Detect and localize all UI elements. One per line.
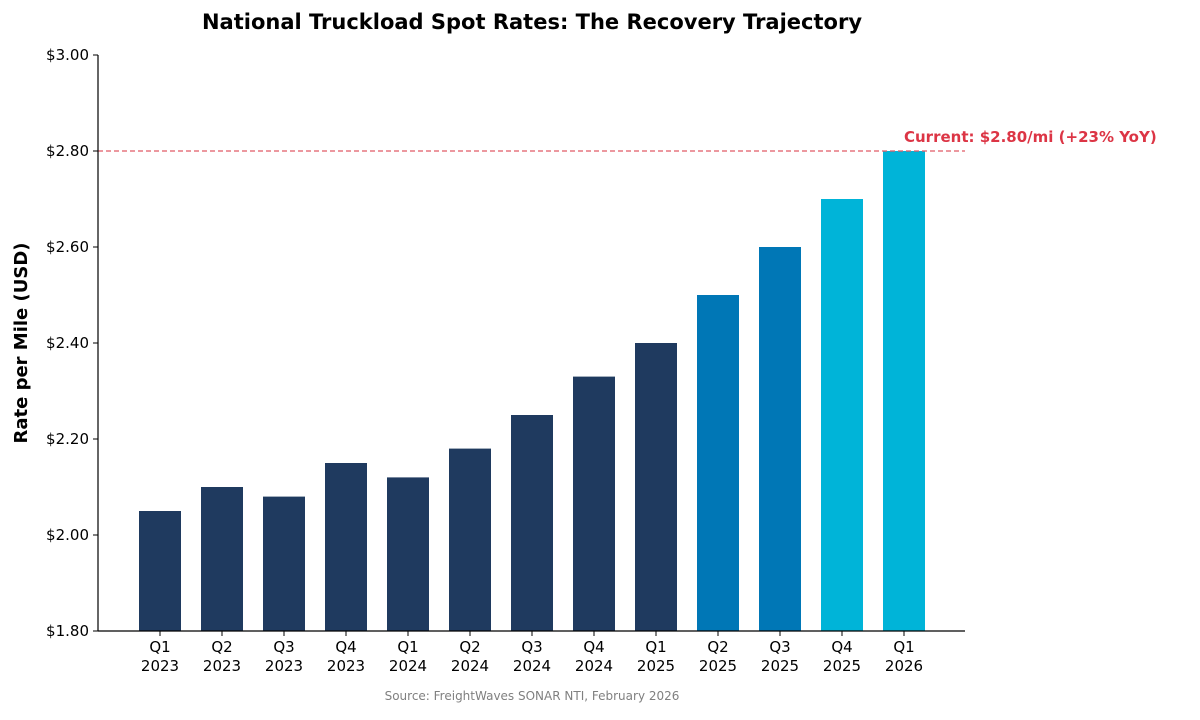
x-tick-label: Q2 2024 [451, 638, 489, 675]
y-tick-label: $2.40 [46, 334, 89, 352]
bar [387, 477, 429, 631]
current-rate-annotation: Current: $2.80/mi (+23% YoY) [904, 128, 1157, 146]
x-tick-label: Q3 2024 [513, 638, 551, 675]
y-axis-label: Rate per Mile (USD) [11, 242, 32, 443]
bar [759, 247, 801, 631]
bar [821, 199, 863, 631]
bar [139, 511, 181, 631]
bar [263, 496, 305, 631]
x-tick-label: Q3 2023 [265, 638, 303, 675]
x-tick-label: Q4 2024 [575, 638, 613, 675]
x-tick-label: Q2 2025 [699, 638, 737, 675]
x-tick-label: Q1 2024 [389, 638, 427, 675]
x-tick-label: Q1 2023 [141, 638, 179, 675]
x-tick-label: Q2 2023 [203, 638, 241, 675]
y-tick-label: $2.60 [46, 238, 89, 256]
bar [201, 487, 243, 631]
x-tick-label: Q1 2025 [637, 638, 675, 675]
bar [883, 151, 925, 631]
source-note: Source: FreightWaves SONAR NTI, February… [385, 689, 680, 703]
y-tick-label: $2.20 [46, 430, 89, 448]
y-tick-label: $2.80 [46, 142, 89, 160]
chart-title: National Truckload Spot Rates: The Recov… [202, 10, 862, 34]
bar [511, 415, 553, 631]
bar [449, 448, 491, 631]
y-tick-label: $3.00 [46, 46, 89, 64]
x-tick-label: Q4 2025 [823, 638, 861, 675]
x-tick-label: Q4 2023 [327, 638, 365, 675]
bar [635, 343, 677, 631]
bar [325, 463, 367, 631]
x-tick-label: Q1 2026 [885, 638, 923, 675]
x-tick-label: Q3 2025 [761, 638, 799, 675]
y-tick-label: $1.80 [46, 622, 89, 640]
y-tick-label: $2.00 [46, 526, 89, 544]
bar [697, 295, 739, 631]
bar [573, 376, 615, 631]
